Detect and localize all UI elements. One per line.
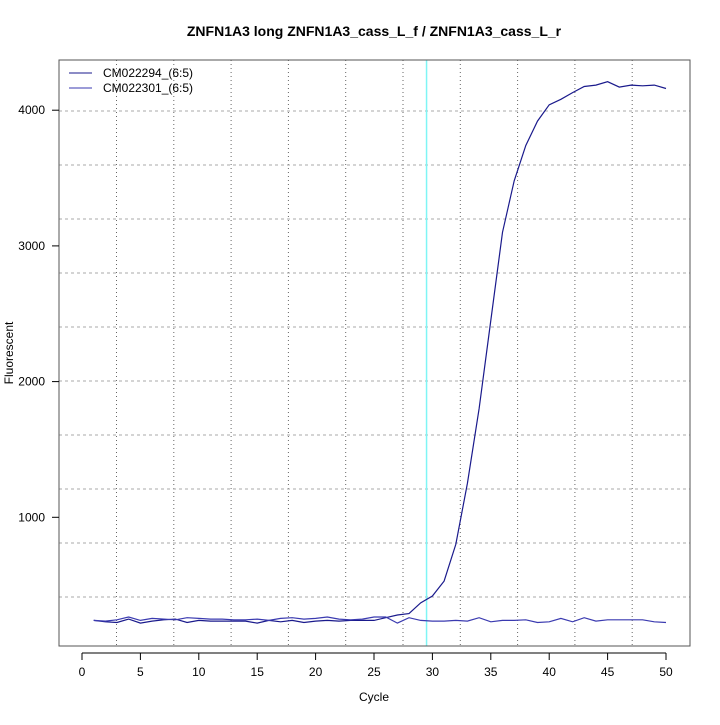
x-axis: 0 5 10 15 20 25 30 35 40 45 50	[79, 652, 673, 679]
y-tick-label: 4000	[18, 103, 45, 117]
x-tick-label: 35	[484, 665, 498, 679]
y-axis-label: Fluorescent	[2, 321, 16, 384]
x-tick-label: 15	[251, 665, 265, 679]
y-tick-label: 2000	[18, 375, 45, 389]
chart-title: ZNFN1A3 long ZNFN1A3_cass_L_f / ZNFN1A3_…	[187, 23, 562, 39]
series-line-0	[93, 81, 667, 624]
x-tick-label: 40	[543, 665, 557, 679]
y-tick-label: 3000	[18, 239, 45, 253]
x-tick-label: 20	[309, 665, 323, 679]
x-tick-label: 0	[79, 665, 86, 679]
x-tick-label: 45	[601, 665, 615, 679]
x-tick-label: 5	[137, 665, 144, 679]
legend: CM022294_(6:5) CM022301_(6:5)	[69, 66, 193, 95]
x-tick-label: 10	[192, 665, 206, 679]
legend-label: CM022301_(6:5)	[103, 81, 193, 95]
grid	[59, 60, 690, 646]
x-tick-label: 25	[367, 665, 381, 679]
x-axis-label: Cycle	[359, 690, 389, 704]
y-axis: 1000 2000 3000 4000	[18, 103, 59, 524]
series-line-1	[93, 616, 667, 624]
y-tick-label: 1000	[18, 510, 45, 524]
plot-frame	[58, 59, 691, 647]
series-group	[93, 81, 667, 624]
x-tick-label: 30	[426, 665, 440, 679]
x-tick-label: 50	[659, 665, 673, 679]
legend-label: CM022294_(6:5)	[103, 66, 193, 80]
